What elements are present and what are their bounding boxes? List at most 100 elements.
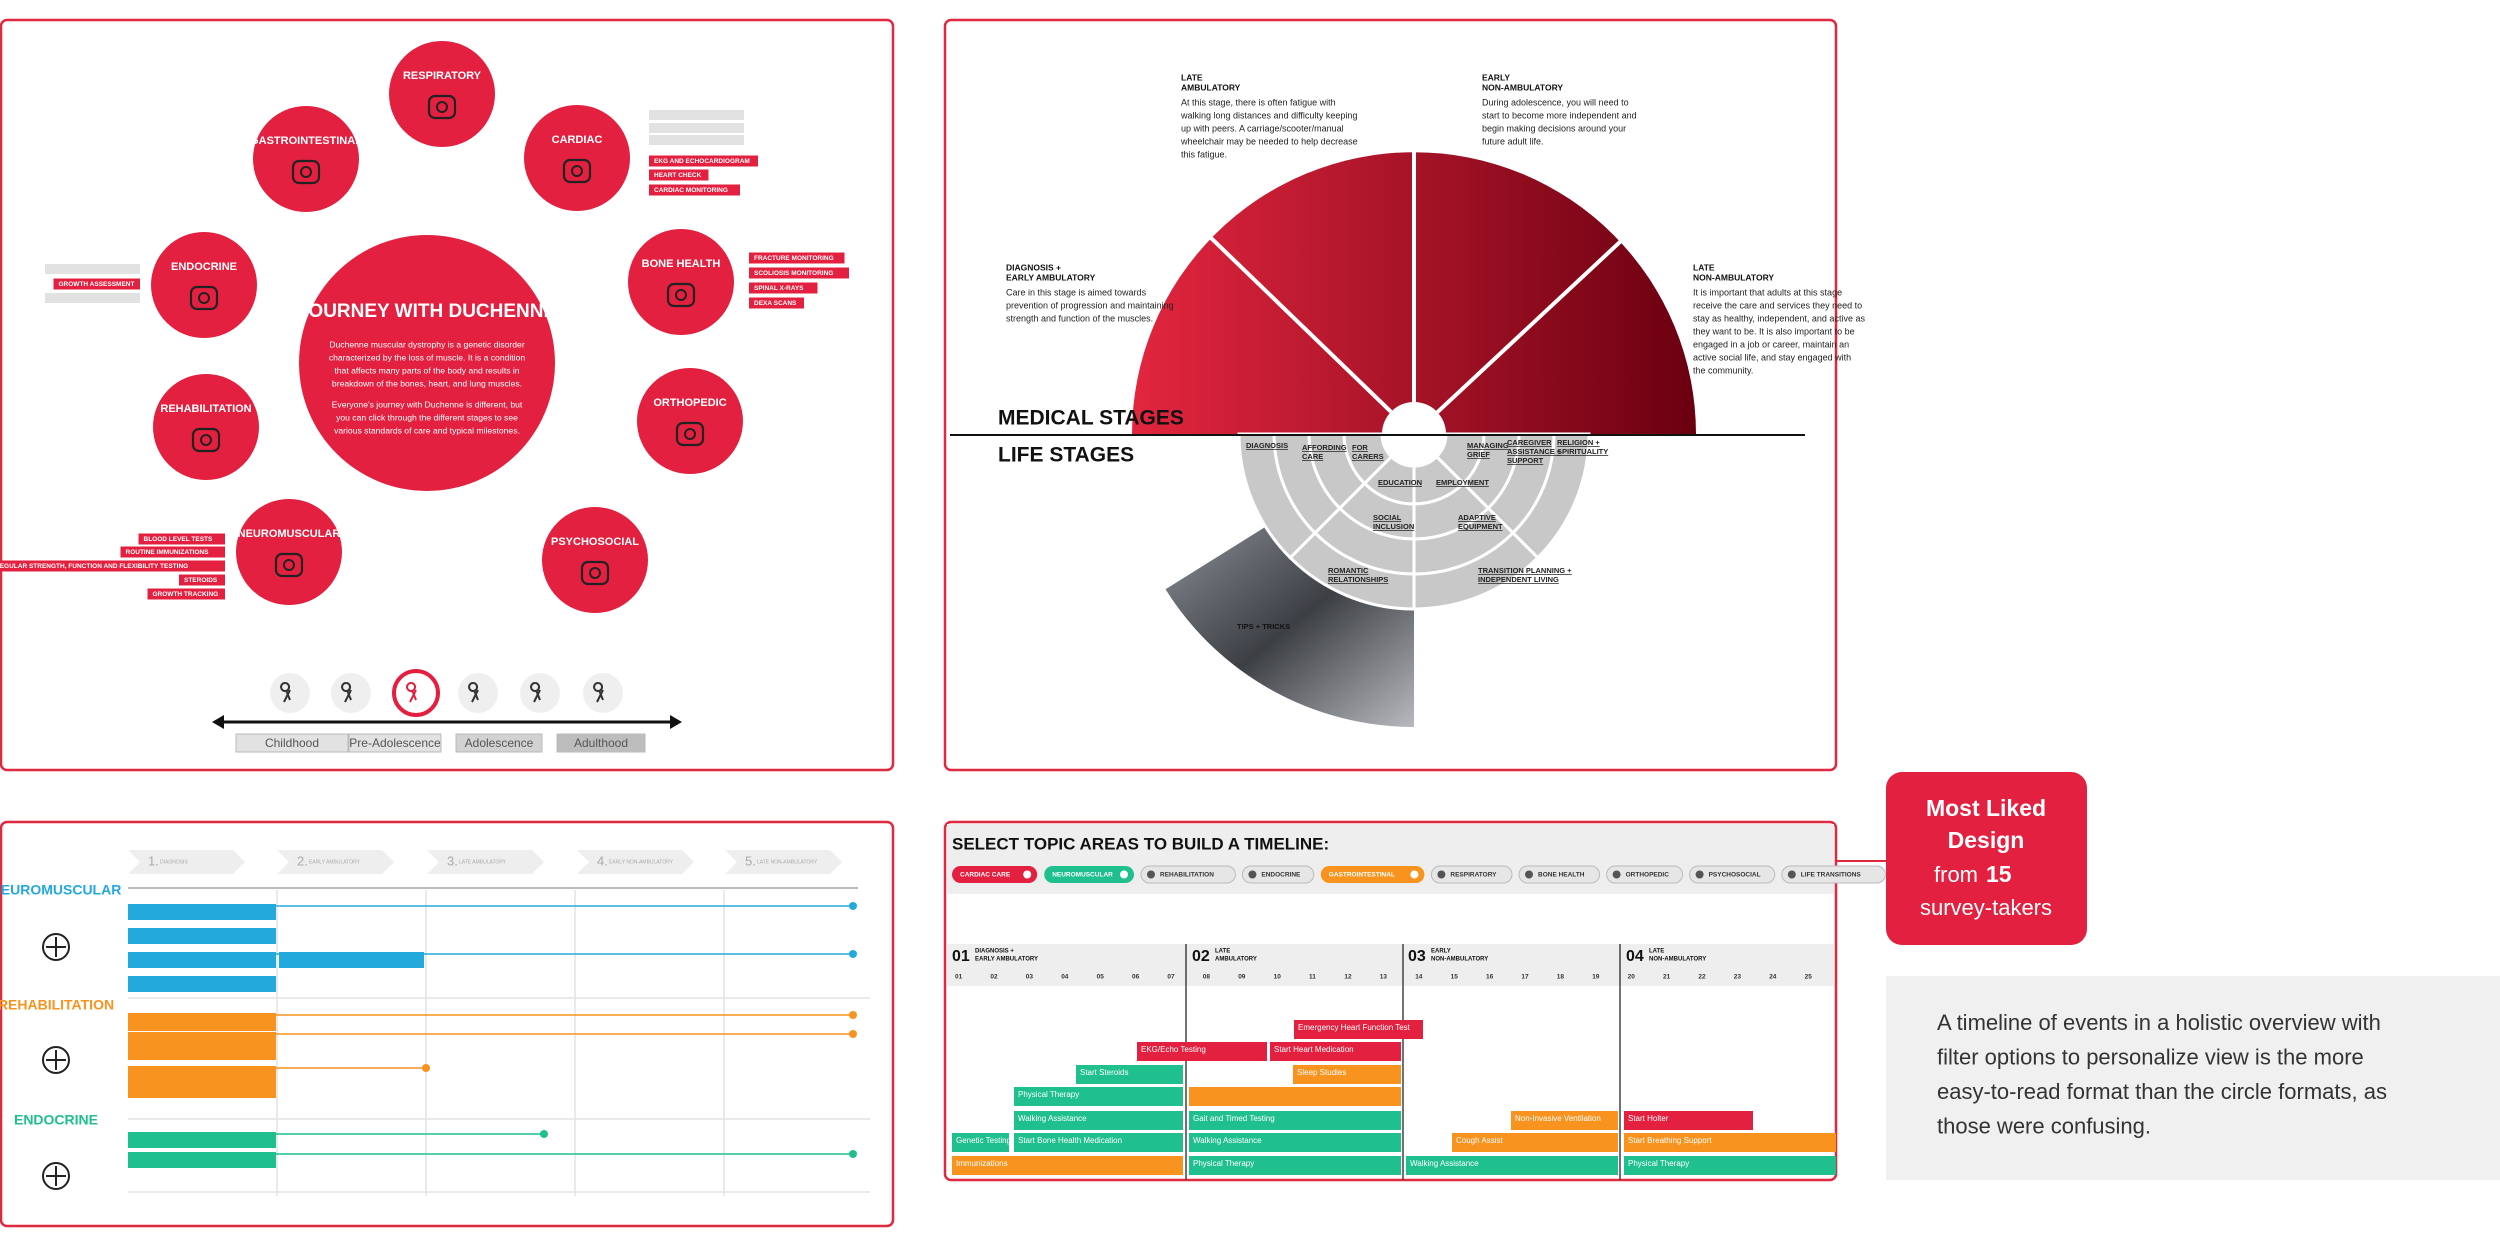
list-dot	[849, 1030, 857, 1038]
group-icon	[46, 937, 66, 957]
filter-pill[interactable]	[1518, 865, 1601, 884]
life-stage-label: DIAGNOSIS	[1246, 441, 1288, 450]
tag-label: BLOOD LEVEL TESTS	[144, 536, 214, 543]
stage-text: Care in this stage is aimed towards	[1006, 287, 1147, 297]
filter-pill[interactable]	[1320, 866, 1425, 883]
stage-text: During adolescence, you will need to	[1482, 97, 1629, 107]
event-label: Emergency Heart Function Test	[1298, 1023, 1411, 1032]
stage-icon	[392, 669, 440, 717]
topic-icon	[427, 94, 457, 120]
description: Duchenne muscular dystrophy is a genetic…	[329, 339, 525, 349]
filter-icon	[1787, 870, 1796, 879]
life-stage-label: SPIRITUALITY	[1557, 447, 1608, 456]
age-label: 14	[1415, 974, 1423, 981]
stage-label: Childhood	[265, 736, 319, 750]
stage-icon	[583, 673, 623, 713]
topic-label: CARDIAC	[552, 134, 603, 146]
topic-icon	[589, 567, 601, 579]
filter-label: REHABILITATION	[1160, 872, 1214, 879]
stage-label: LATE NON-AMBULATORY	[757, 859, 818, 865]
stage-title: LATE	[1181, 72, 1203, 82]
topic-label: PSYCHOSOCIAL	[551, 536, 639, 548]
arc-divider	[1208, 235, 1393, 414]
age-label: 19	[1592, 974, 1600, 981]
topic-circle	[236, 499, 342, 605]
life-stage-label: EQUIPMENT	[1458, 522, 1503, 531]
callout-count: 15	[1986, 861, 2012, 887]
stage-button	[348, 733, 442, 753]
stage-chevron	[277, 850, 394, 874]
group-icon	[46, 1050, 66, 1070]
life-stage-label: EMPLOYMENT	[1436, 478, 1489, 487]
stage-text: It is important that adults at this stag…	[1693, 287, 1842, 297]
list-dot	[422, 1064, 430, 1072]
note-text: easy-to-read format than the circle form…	[1937, 1079, 2387, 1104]
age-label: 18	[1557, 974, 1565, 981]
stage-label: NON-AMBULATORY	[1649, 957, 1706, 963]
stage-text: begin making decisions around your	[1482, 123, 1626, 133]
filter-pill[interactable]	[952, 866, 1038, 883]
age-label: 05	[1097, 974, 1105, 981]
list-bar	[128, 904, 276, 920]
tag-label: GROWTH TRACKING	[153, 591, 219, 598]
filter-pill[interactable]	[1241, 865, 1315, 884]
event-label: Cough Assist	[1456, 1136, 1503, 1145]
tag-label: FRACTURE MONITORING	[754, 255, 834, 262]
event-label: Start Holter	[1628, 1114, 1669, 1123]
filter-icon	[1120, 870, 1128, 879]
description: you can click through the different stag…	[336, 412, 518, 422]
stage-chevron	[725, 850, 842, 874]
filter-pill[interactable]	[1140, 865, 1236, 884]
tag-placeholder	[649, 123, 744, 133]
stage-button	[455, 733, 543, 753]
filter-icon	[1525, 870, 1533, 879]
topic-circle	[151, 232, 257, 338]
photo-label: TIPS + TRICKS	[1237, 622, 1290, 631]
life-stage-label: CARE	[1302, 452, 1323, 461]
topic-label: BONE HEALTH	[642, 258, 721, 270]
event-label: Genetic Testing	[956, 1136, 1011, 1145]
list-bar	[279, 952, 424, 968]
tag	[120, 546, 225, 558]
list-bar	[128, 1132, 276, 1148]
stage-button	[556, 733, 646, 753]
list-bar	[128, 1066, 276, 1098]
age-label: 20	[1628, 974, 1636, 981]
stage-chevron	[577, 850, 694, 874]
tag-label: ROUTINE IMMUNIZATIONS	[126, 549, 210, 556]
age-label: 03	[1026, 974, 1034, 981]
timeline-event	[1014, 1133, 1183, 1152]
filter-pill[interactable]	[1606, 865, 1684, 884]
event-label: Gait and Timed Testing	[1193, 1114, 1275, 1123]
stage-label: LATE	[1215, 949, 1230, 955]
life-stage-label: AFFORDING	[1302, 443, 1347, 452]
event-label: Start Heart Medication	[1274, 1045, 1354, 1054]
filter-label: LIFE TRANSITIONS	[1801, 872, 1862, 879]
photo	[1165, 526, 1414, 727]
main-title: JOURNEY WITH DUCHENNE	[298, 301, 556, 322]
note-box	[1886, 976, 2500, 1180]
stage-label: Adolescence	[465, 736, 534, 750]
stage-label: EARLY AMBULATORY	[309, 859, 361, 865]
filter-pill[interactable]	[1781, 865, 1886, 884]
stage-number: 5.	[745, 853, 756, 868]
stage-title: NON-AMBULATORY	[1693, 272, 1774, 282]
list-dot	[849, 950, 857, 958]
topic-circle	[637, 368, 743, 474]
stage-icon	[270, 673, 310, 713]
list-bar	[128, 928, 276, 944]
timeline-event	[1406, 1156, 1618, 1175]
age-label: 13	[1380, 974, 1388, 981]
life-stage-label: SOCIAL	[1373, 513, 1402, 522]
arc-divider	[1436, 238, 1624, 414]
description: characterized by the loss of muscle. It …	[329, 352, 526, 362]
filter-pill[interactable]	[1689, 865, 1776, 884]
filter-pill[interactable]	[1044, 866, 1134, 883]
filter-pill[interactable]	[1430, 865, 1513, 884]
tag-label: SCOLIOSIS MONITORING	[754, 270, 833, 277]
life-stage-label: INCLUSION	[1373, 522, 1414, 531]
timeline-event	[1189, 1111, 1401, 1130]
timeline-event	[1294, 1020, 1423, 1039]
life-stage-label: CAREGIVER	[1507, 438, 1552, 447]
age-label: 01	[955, 974, 963, 981]
